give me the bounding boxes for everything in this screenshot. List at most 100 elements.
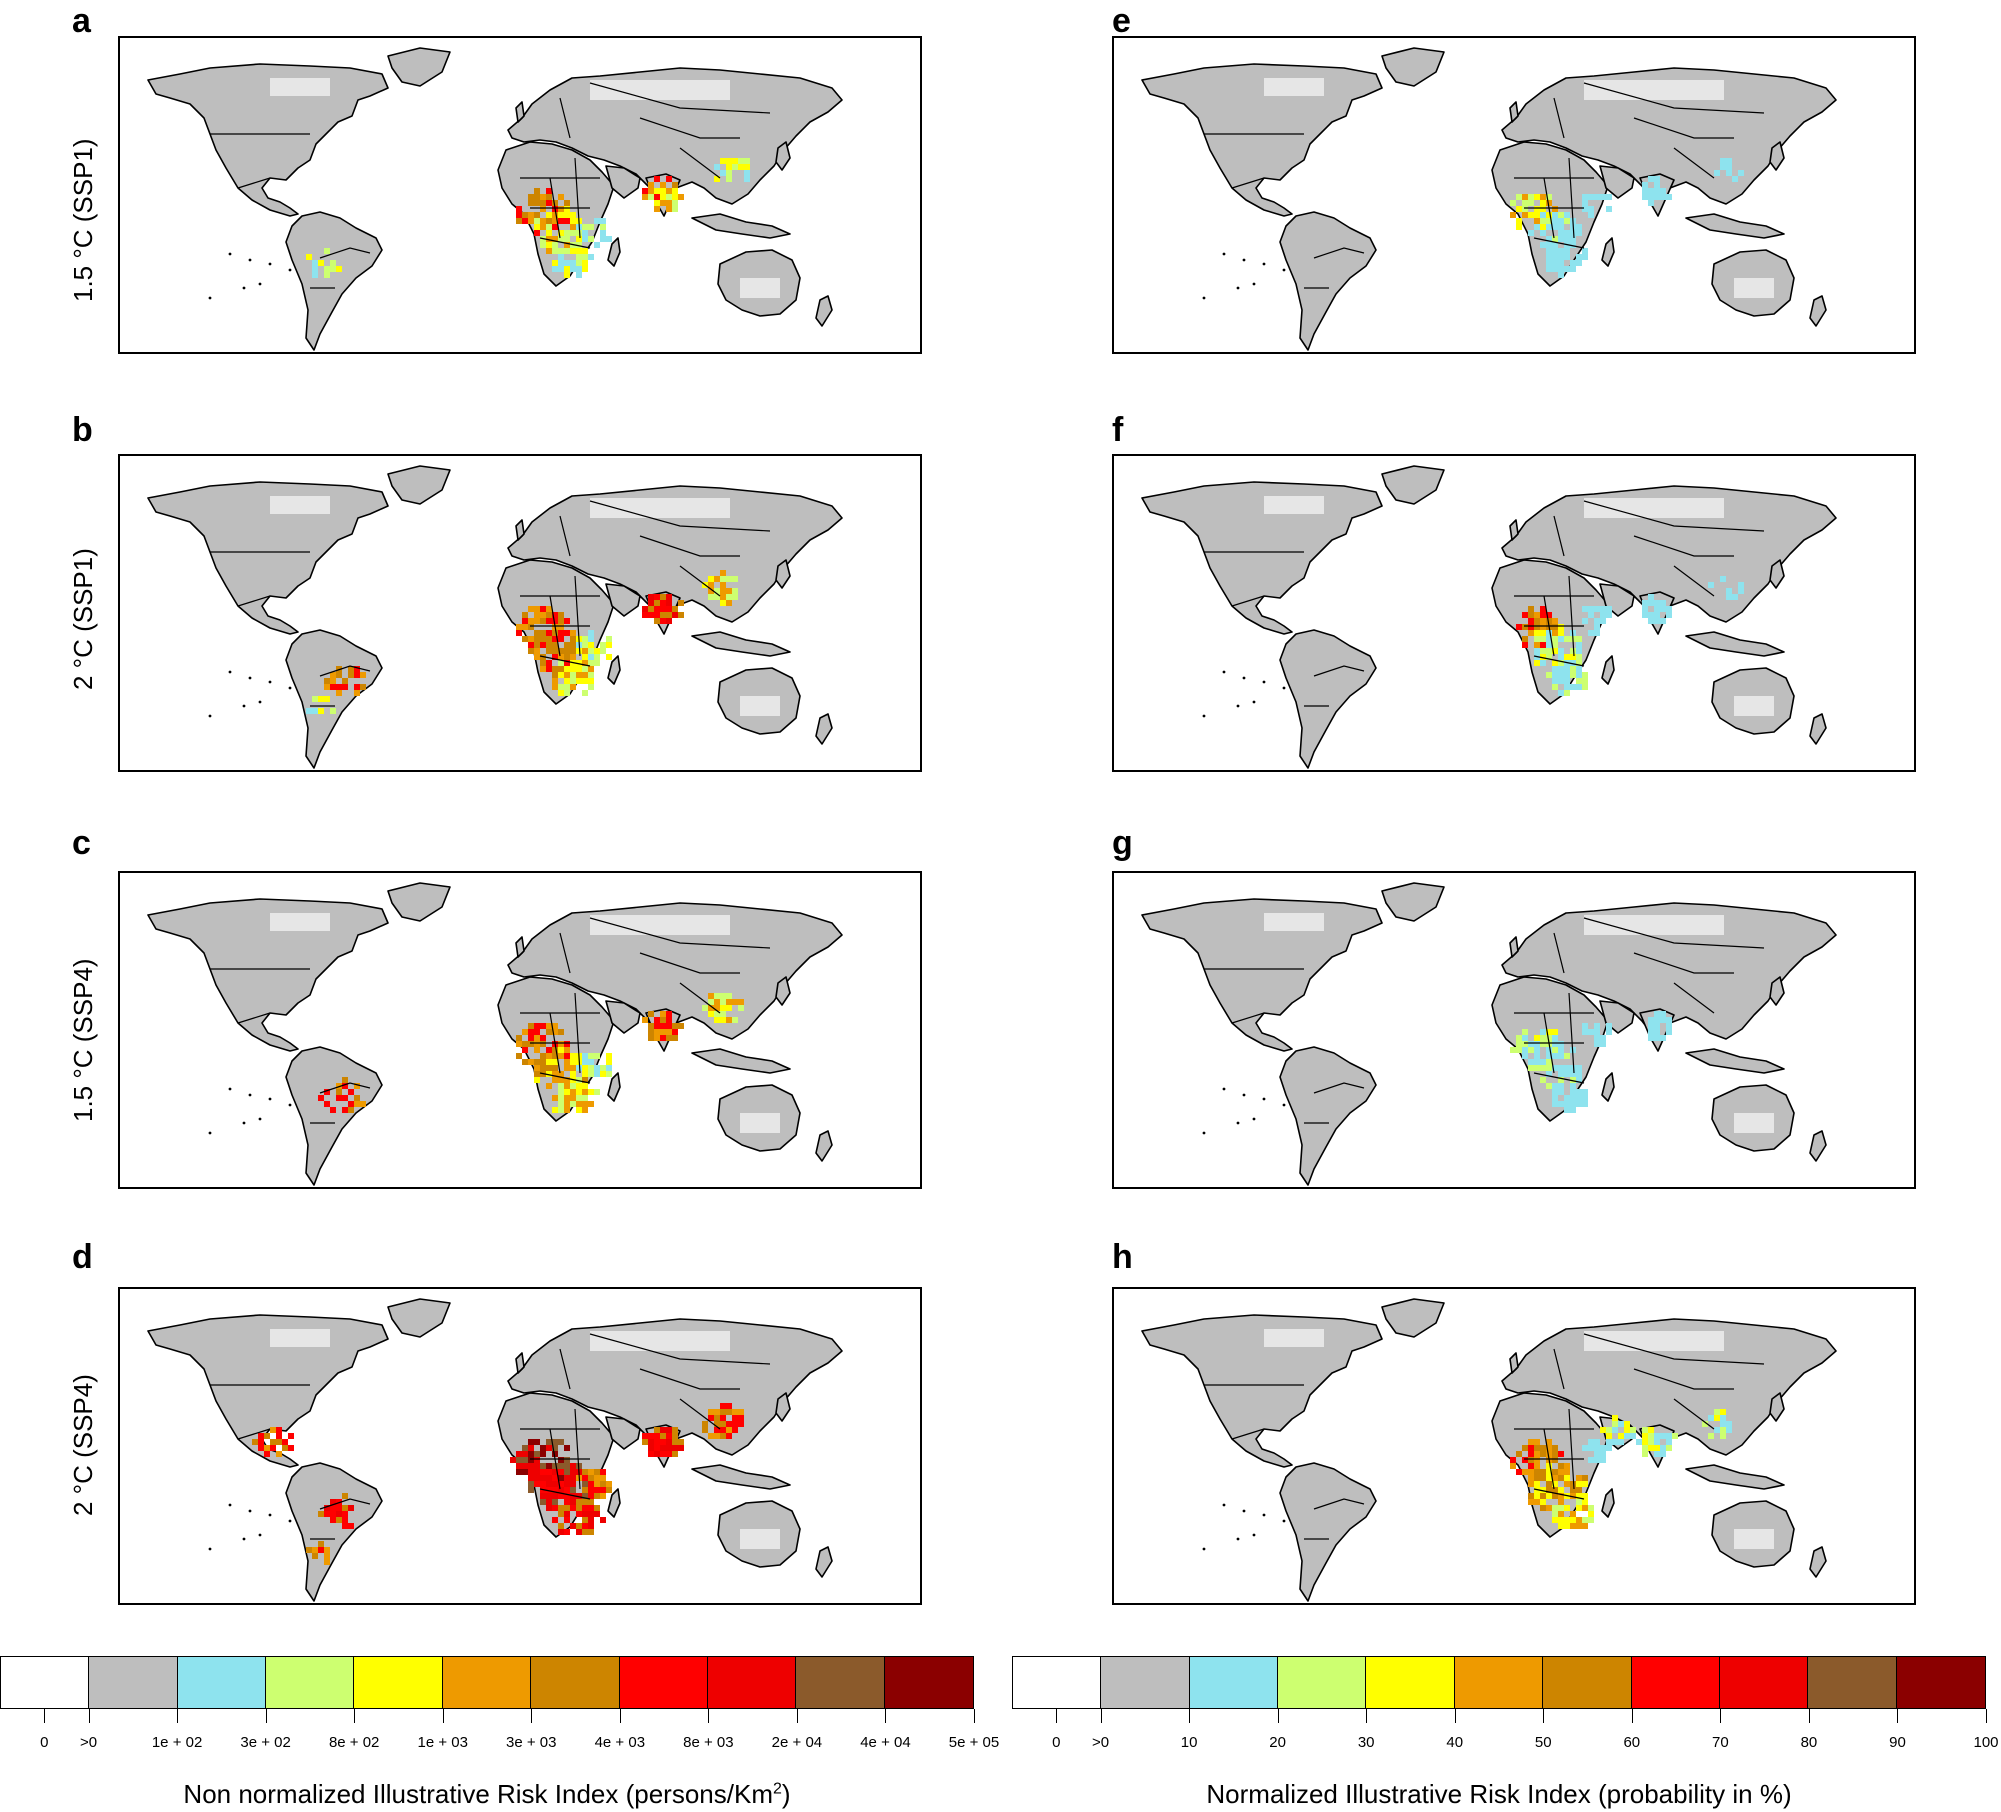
risk-cell	[726, 164, 732, 170]
risk-cell	[270, 1427, 276, 1433]
risk-cell	[1528, 1481, 1534, 1487]
risk-cell	[1648, 1035, 1654, 1041]
risk-cell	[1552, 678, 1558, 684]
risk-cell	[546, 218, 552, 224]
risk-cell	[534, 1047, 540, 1053]
risk-cell	[564, 1089, 570, 1095]
risk-cell	[330, 708, 336, 714]
risk-cell	[564, 648, 570, 654]
risk-cell	[1594, 624, 1600, 630]
land-outline	[1601, 1072, 1615, 1102]
risk-cell	[714, 164, 720, 170]
risk-cell	[1528, 1469, 1534, 1475]
island-dot	[288, 686, 292, 690]
risk-cell	[1642, 606, 1648, 612]
island-dot	[288, 1103, 292, 1107]
risk-cell	[1558, 1089, 1564, 1095]
risk-cell	[594, 1469, 600, 1475]
risk-cell	[666, 618, 672, 624]
risk-cell	[1552, 684, 1558, 690]
country-border	[574, 157, 581, 239]
sparse-region	[1264, 1329, 1324, 1347]
risk-cell	[522, 1041, 528, 1047]
risk-cell	[1558, 690, 1564, 696]
risk-cell	[714, 594, 720, 600]
risk-cell	[1546, 224, 1552, 230]
risk-cell	[1552, 1475, 1558, 1481]
risk-cell	[1552, 1457, 1558, 1463]
risk-cell	[528, 1481, 534, 1487]
risk-cell	[1672, 1433, 1678, 1439]
land-outline	[507, 485, 843, 623]
risk-cell	[1660, 1433, 1666, 1439]
colorbar-left-tick-label: 4e + 04	[860, 1734, 911, 1751]
country-border	[1553, 97, 1565, 139]
risk-cell	[1540, 224, 1546, 230]
risk-cell	[1528, 200, 1534, 206]
risk-cell	[312, 1553, 318, 1559]
risk-cell	[546, 1047, 552, 1053]
country-border	[1568, 157, 1575, 239]
risk-cell	[576, 1107, 582, 1113]
risk-cell	[552, 630, 558, 636]
risk-cell	[606, 1481, 612, 1487]
risk-cell	[1576, 1065, 1582, 1071]
risk-cell	[588, 1517, 594, 1523]
risk-cell	[1570, 1101, 1576, 1107]
risk-cell	[552, 1517, 558, 1523]
country-border	[559, 97, 571, 139]
risk-cell	[1642, 1451, 1648, 1457]
risk-cell	[582, 1089, 588, 1095]
risk-cell	[546, 636, 552, 642]
risk-cell	[1576, 642, 1582, 648]
risk-cell	[528, 1439, 534, 1445]
risk-cell	[552, 1493, 558, 1499]
risk-cell	[672, 1445, 678, 1451]
risk-cell	[564, 684, 570, 690]
country-border	[639, 535, 740, 557]
risk-cell	[732, 164, 738, 170]
colorbar-right-tick-label: 50	[1534, 1734, 1552, 1751]
risk-cell	[1666, 1029, 1672, 1035]
risk-cell	[1606, 1427, 1612, 1433]
risk-cell	[654, 188, 660, 194]
risk-cell	[564, 218, 570, 224]
risk-cell	[720, 170, 726, 176]
risk-cell	[258, 1439, 264, 1445]
risk-cell	[1522, 612, 1528, 618]
risk-cell	[1558, 648, 1564, 654]
risk-cell	[1540, 1059, 1546, 1065]
risk-cell	[1552, 1451, 1558, 1457]
risk-cell	[1594, 1041, 1600, 1047]
risk-cell	[1534, 1445, 1540, 1451]
risk-cell	[552, 224, 558, 230]
risk-cell	[1666, 1439, 1672, 1445]
risk-cell	[516, 1469, 522, 1475]
risk-cell	[1570, 1071, 1576, 1077]
risk-cell	[342, 1511, 348, 1517]
island-dot	[258, 282, 262, 286]
land-outline	[1809, 1130, 1827, 1162]
risk-cell	[1582, 1475, 1588, 1481]
risk-cell	[1708, 582, 1714, 588]
risk-cell	[276, 1439, 282, 1445]
risk-cell	[558, 648, 564, 654]
panel-letter-b: b	[72, 411, 93, 449]
island-dot	[268, 262, 272, 266]
risk-cell	[672, 1451, 678, 1457]
risk-cell	[546, 1065, 552, 1071]
risk-cell	[564, 1481, 570, 1487]
risk-cell	[1588, 1511, 1594, 1517]
risk-cell	[564, 230, 570, 236]
risk-cell	[1570, 1107, 1576, 1113]
risk-cell	[324, 1547, 330, 1553]
risk-cell	[588, 1053, 594, 1059]
risk-cell	[1546, 612, 1552, 618]
risk-cell	[666, 1445, 672, 1451]
risk-cell	[1654, 1035, 1660, 1041]
risk-cell	[510, 1457, 516, 1463]
risk-cell	[1522, 1041, 1528, 1047]
risk-cell	[312, 696, 318, 702]
risk-cell	[570, 1083, 576, 1089]
risk-cell	[666, 200, 672, 206]
